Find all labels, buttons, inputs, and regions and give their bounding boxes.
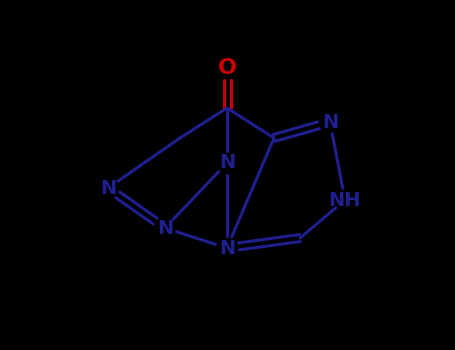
Text: N: N [322,112,338,132]
Text: N: N [100,178,116,197]
Text: N: N [219,238,235,258]
Text: N: N [219,154,235,173]
Text: NH: NH [329,190,361,210]
Text: N: N [157,218,173,238]
Text: O: O [217,58,237,78]
